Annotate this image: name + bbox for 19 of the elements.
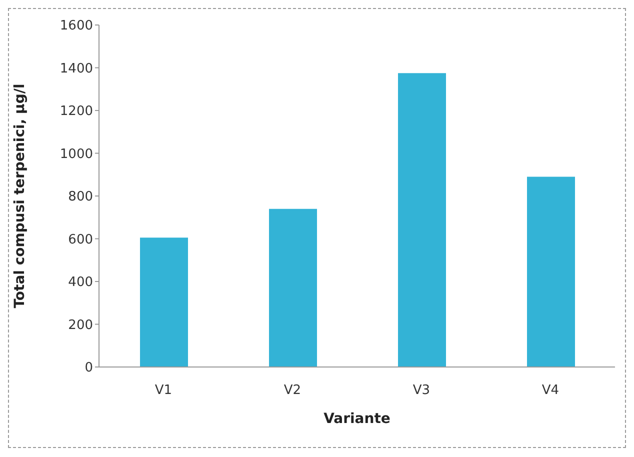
x-axis-title: Variante [324,411,390,427]
bar [269,208,317,367]
y-tick-label: 1600 [60,18,93,34]
y-tick-label: 400 [68,275,93,290]
bar [527,176,575,367]
x-tick-label: V4 [542,383,560,398]
bar [140,238,188,367]
bar [398,73,446,367]
x-tick-label: V1 [154,383,172,398]
x-tick-label: V3 [412,383,430,398]
y-tick-label: 1200 [60,104,93,120]
y-tick-label: 800 [68,190,93,205]
y-tick-label: 1000 [60,146,93,162]
y-tick-label: 600 [68,232,93,248]
y-tick-label: 200 [68,318,93,333]
x-tick-label: V2 [284,383,302,398]
y-tick-label: 1400 [60,61,93,76]
y-axis-title: Total compusi terpenici, µg/l [12,84,28,308]
y-tick-label: 0 [84,360,93,376]
